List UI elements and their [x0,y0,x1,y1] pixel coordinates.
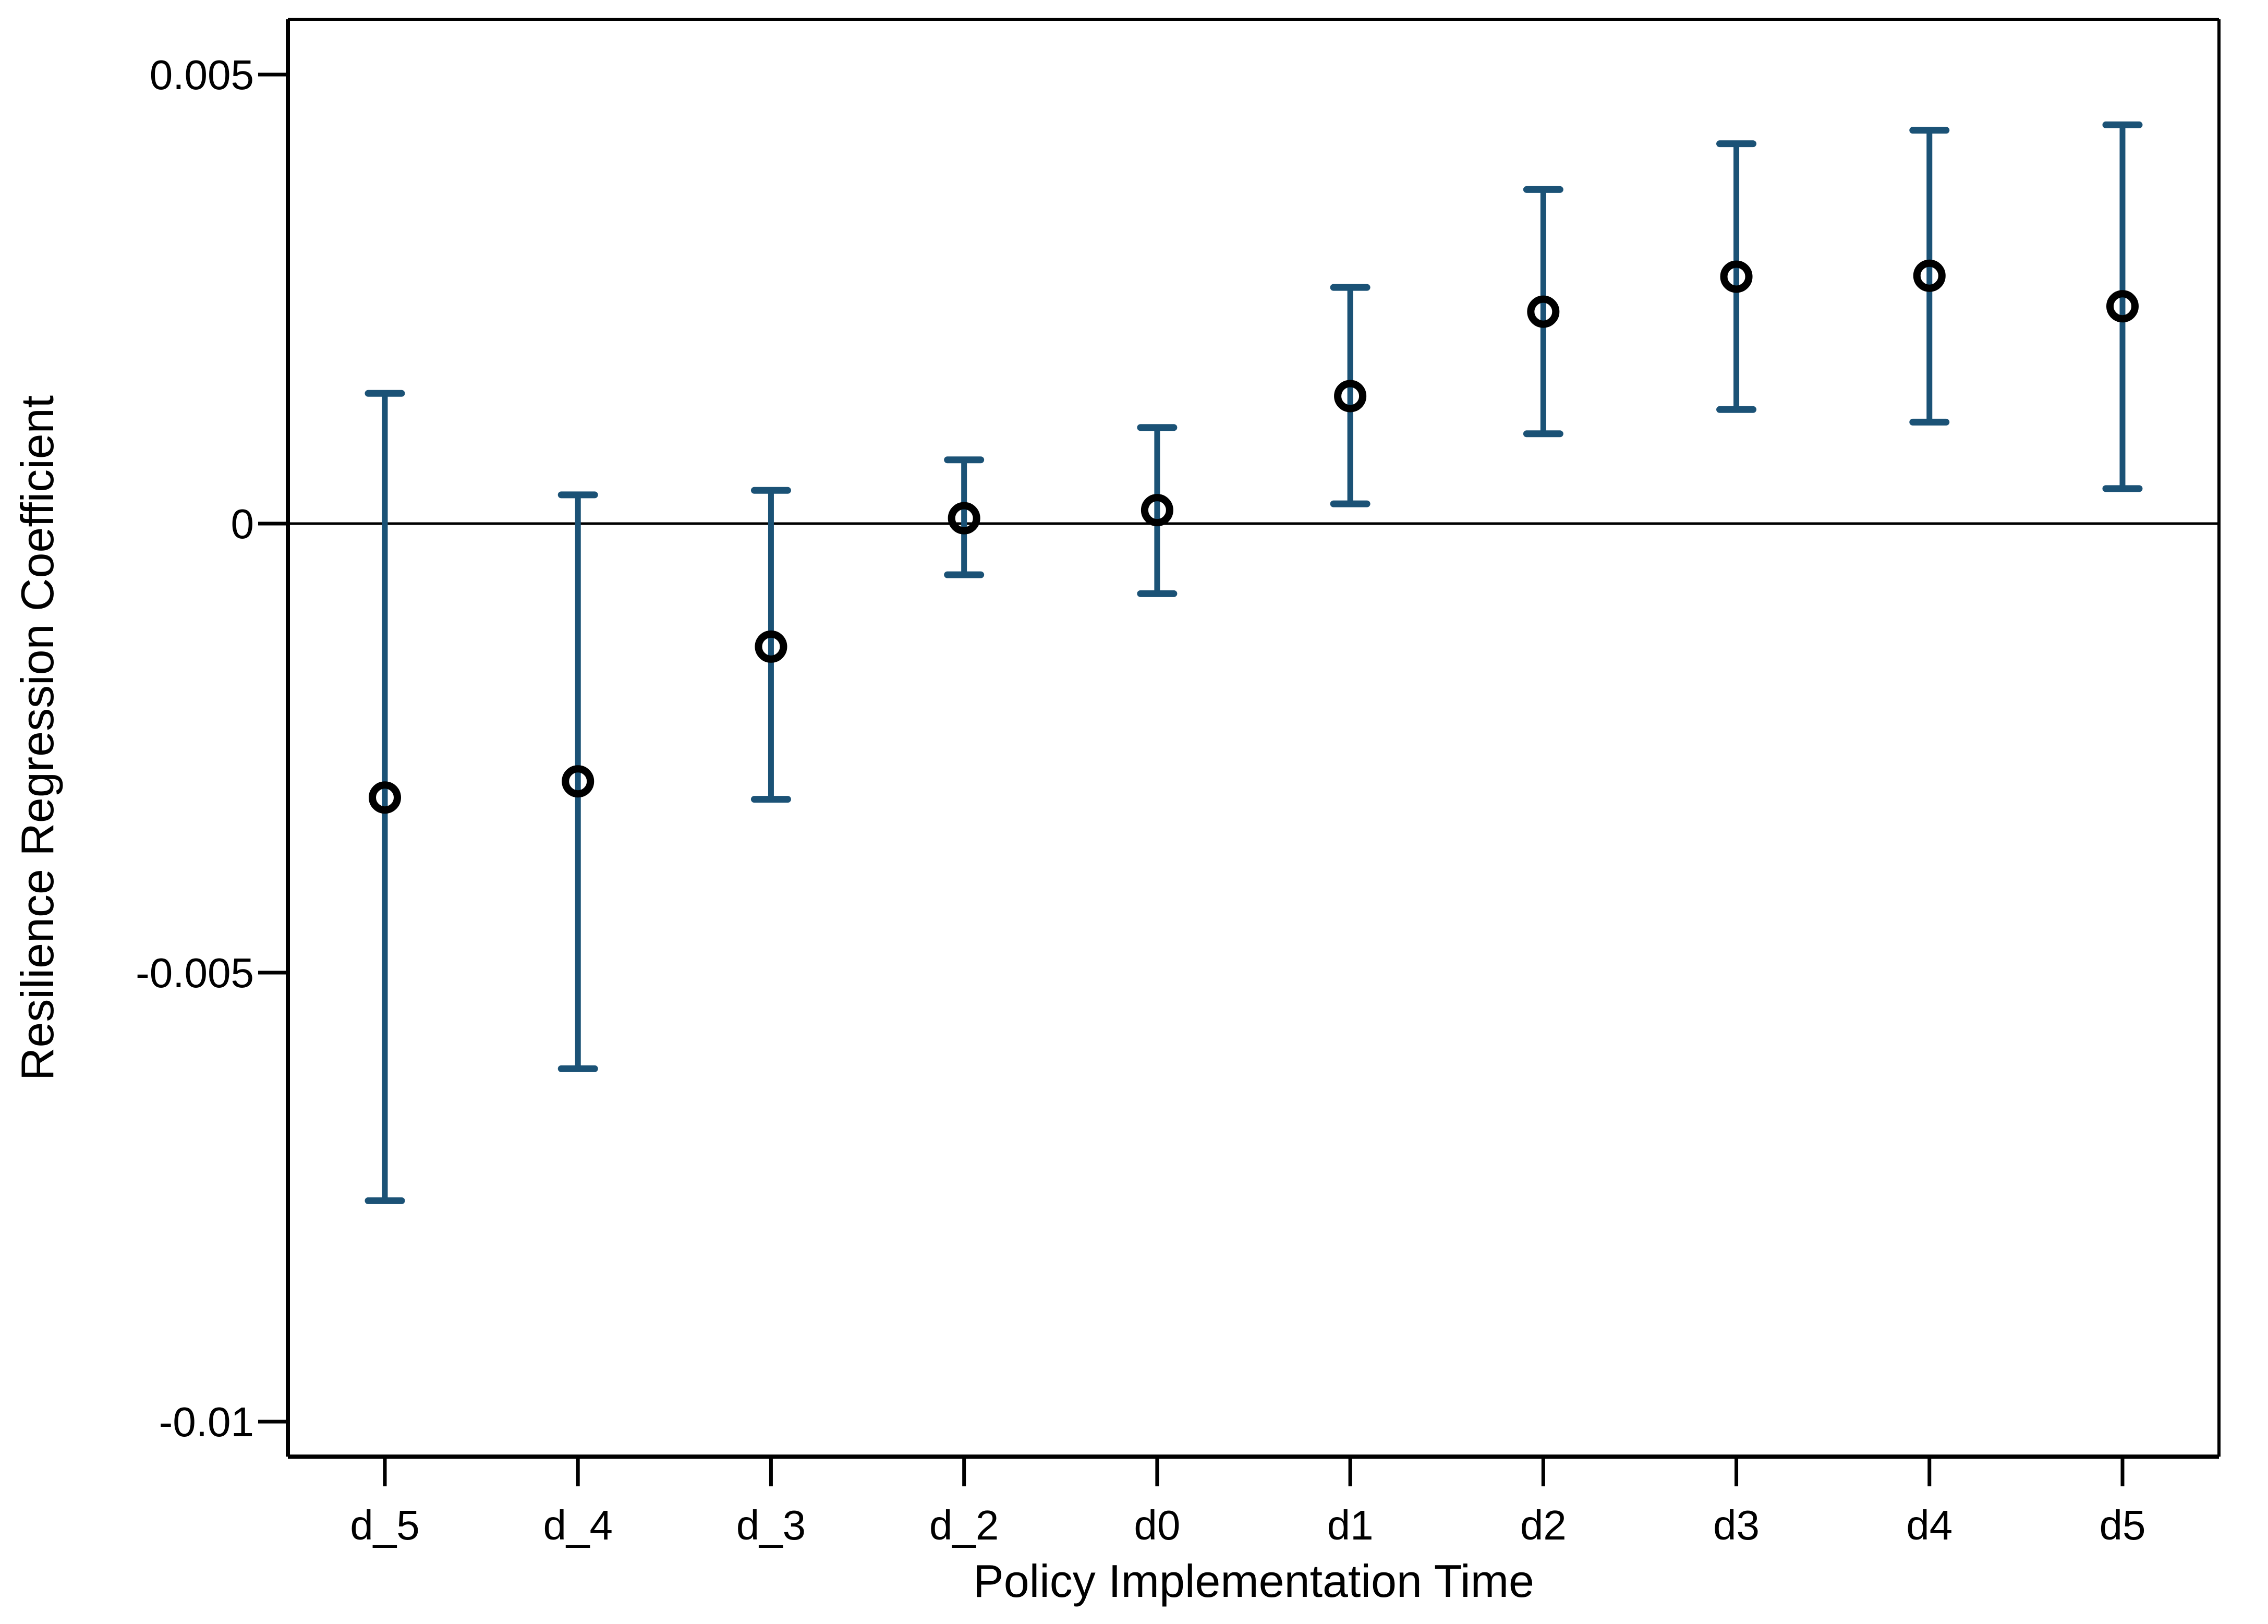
marker-d_3 [755,630,787,663]
y-tick-label: -0.01 [159,1399,254,1445]
y-tick-label: 0.005 [150,52,254,98]
x-tick-label: d1 [1327,1502,1374,1548]
marker-d1 [1334,380,1367,413]
y-axis-title: Resilience Regression Coefficient [11,395,63,1081]
x-tick-label: d_5 [350,1502,419,1548]
y-tick-label: -0.005 [136,950,254,996]
y-tick-label: 0 [231,501,254,547]
series-marks [365,121,2143,1204]
marker-d4 [1913,259,1946,292]
x-axis-title: Policy Implementation Time [973,1555,1534,1607]
y-axis-ticks: 0.005 0 -0.005 -0.01 [136,52,288,1445]
x-tick-label: d3 [1713,1502,1760,1548]
marker-d_4 [562,765,595,798]
x-tick-label: d_4 [543,1502,612,1548]
marker-d2 [1527,295,1560,328]
marker-d3 [1720,260,1753,293]
marker-d_5 [369,781,401,814]
marker-d5 [2106,290,2139,323]
marker-d_2 [948,502,980,535]
x-axis-ticks: d_5 d_4 d_3 d_2 d0 d1 d2 d3 d4 d5 [350,1457,2145,1548]
x-tick-label: d5 [2099,1502,2145,1548]
x-tick-label: d_2 [929,1502,999,1548]
x-tick-label: d2 [1520,1502,1567,1548]
x-tick-label: d0 [1134,1502,1180,1548]
marker-d0 [1141,494,1173,527]
x-tick-label: d_3 [736,1502,806,1548]
x-tick-label: d4 [1906,1502,1952,1548]
